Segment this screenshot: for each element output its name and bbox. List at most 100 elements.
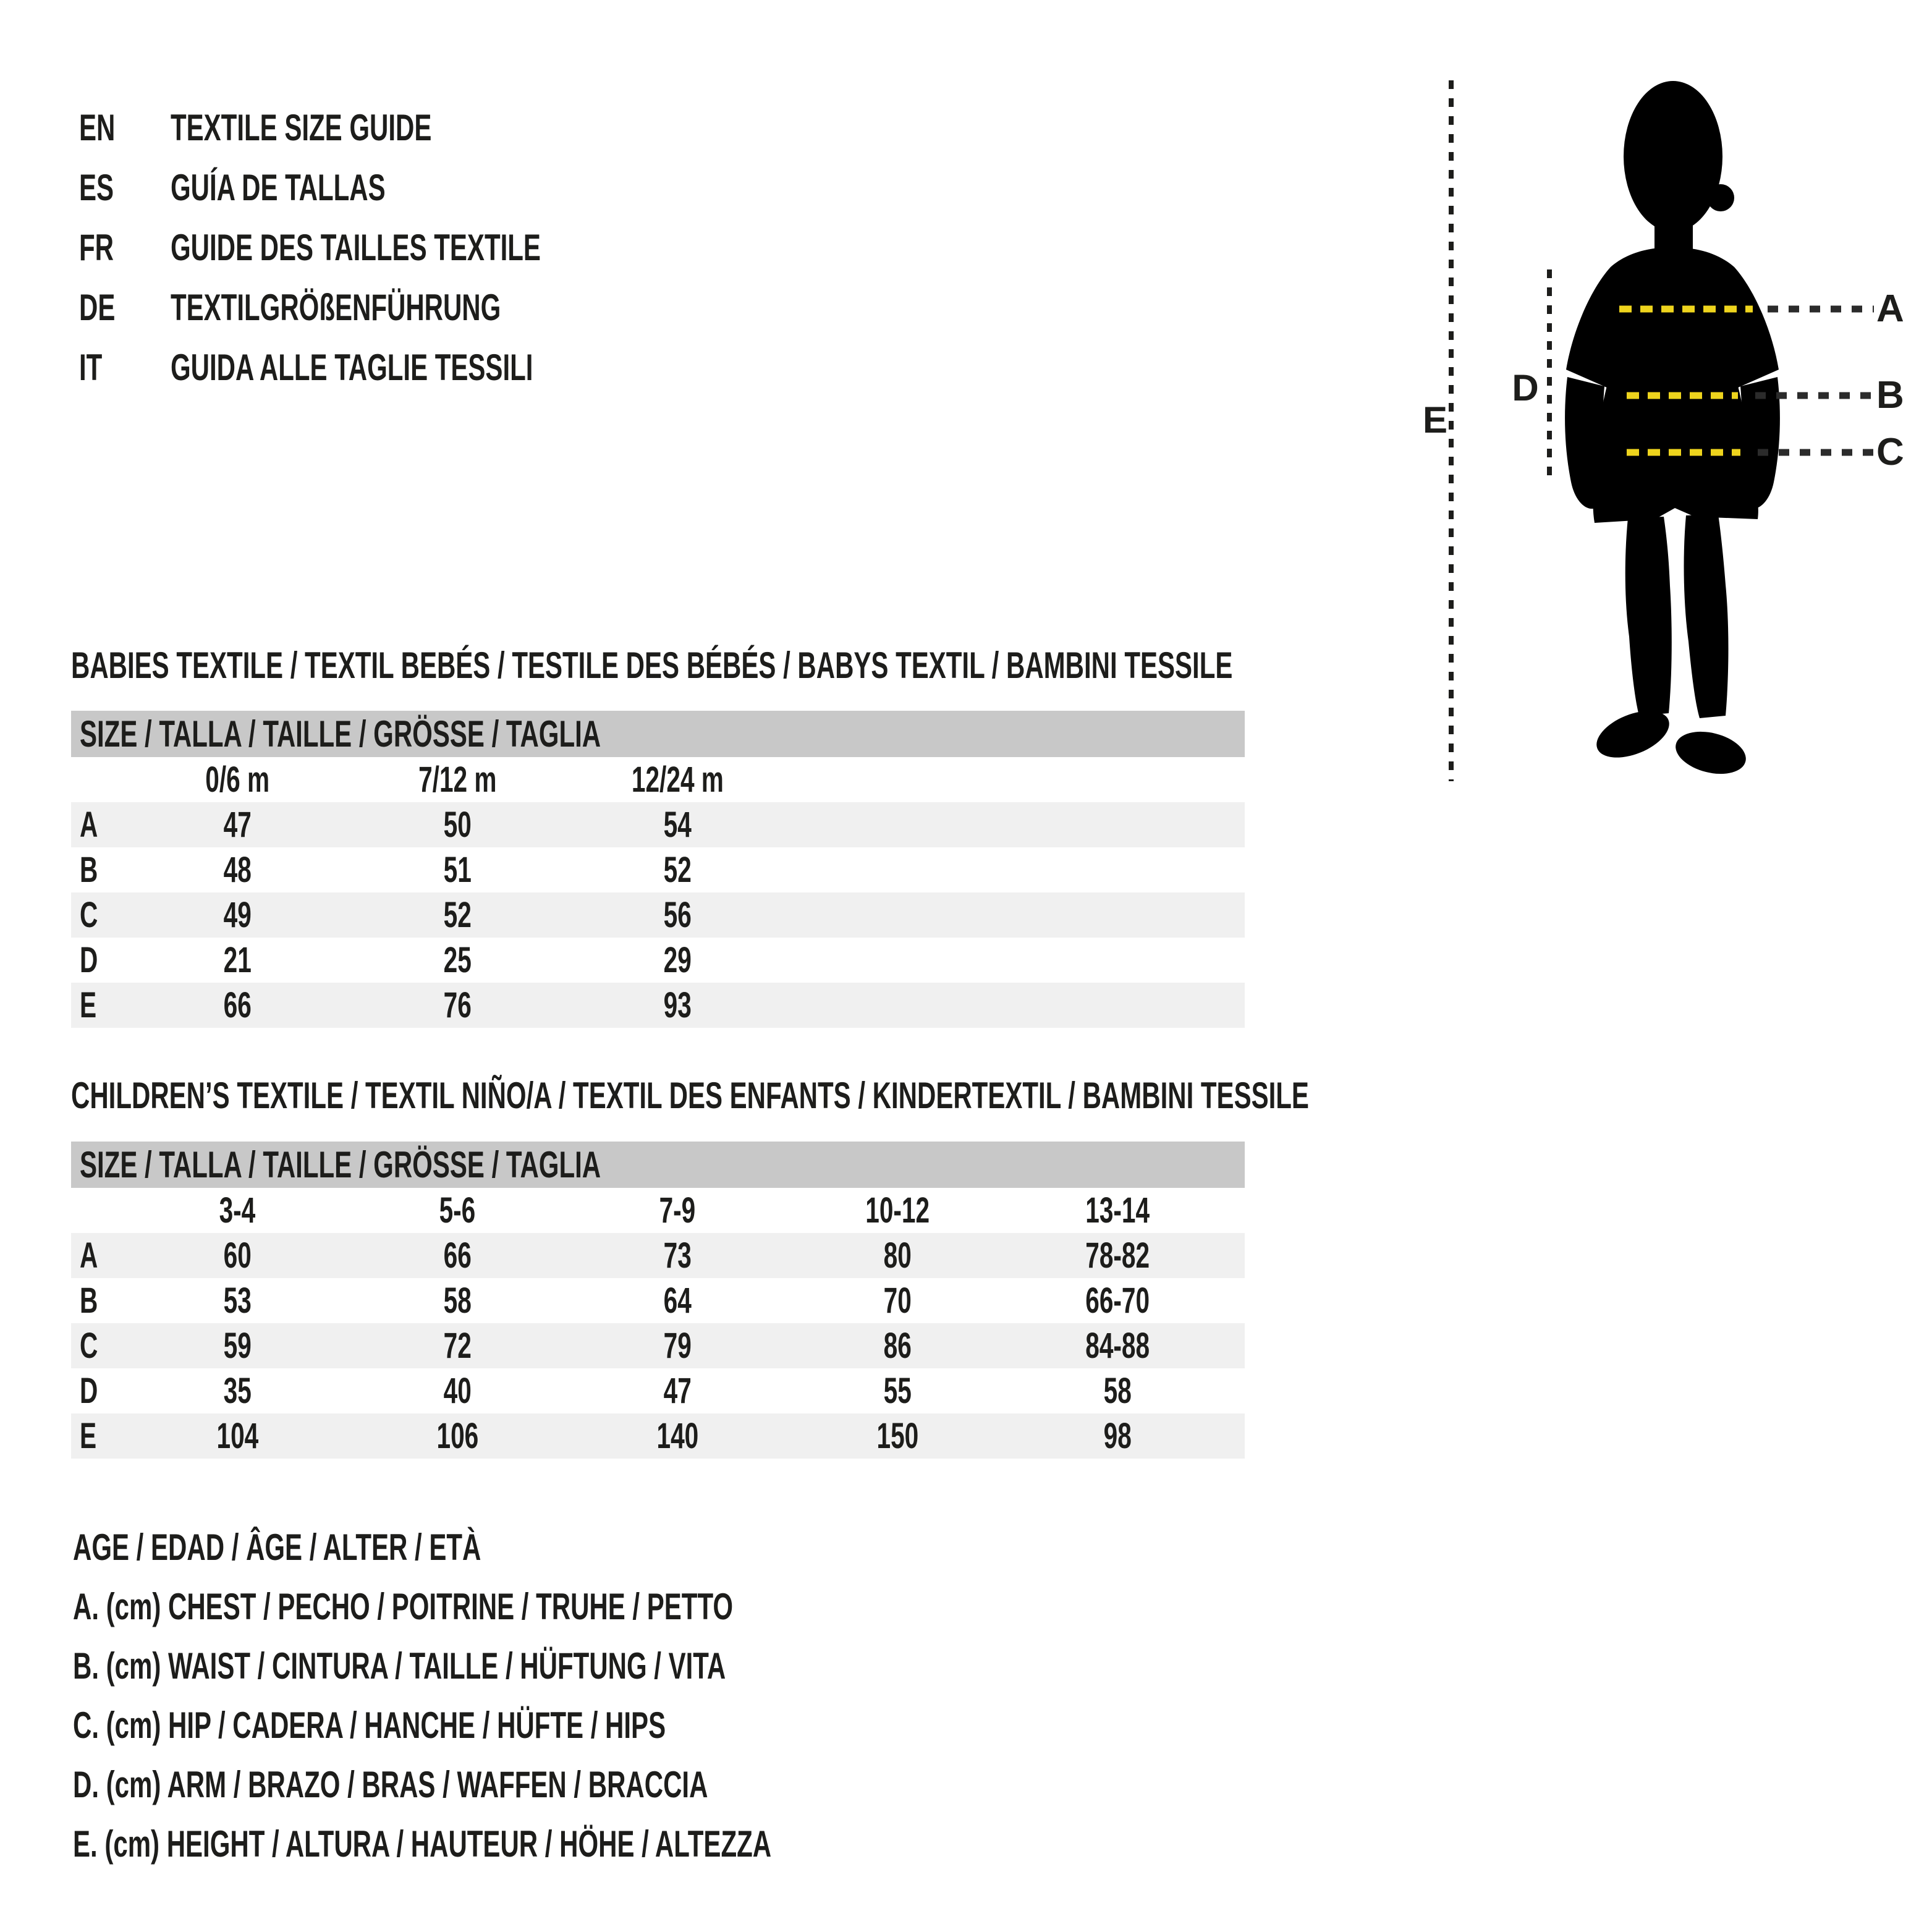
header-row-it: IT GUIDA ALLE TAGLIE TESSILI (79, 337, 700, 397)
cell: 58 (1103, 1371, 1132, 1411)
cell: 66 (443, 1235, 472, 1276)
header-row-es: ES GUÍA DE TALLAS (79, 158, 700, 218)
cell: 50 (443, 805, 472, 845)
silhouette-left-shoe (1596, 711, 1669, 758)
babies-row-a: A 47 50 54 (71, 802, 1245, 847)
silhouette-shorts (1593, 468, 1758, 523)
silhouette-ear (1707, 184, 1734, 211)
cell: 106 (436, 1416, 478, 1456)
babies-row-d: D 21 25 29 (71, 938, 1245, 983)
children-col-13-14: 13-14 (1085, 1190, 1150, 1231)
cell: 59 (223, 1326, 252, 1366)
cell: 73 (663, 1235, 692, 1276)
children-col-5-6: 5-6 (439, 1190, 476, 1231)
row-label: A (80, 1235, 98, 1276)
measure-label-b: B (1876, 374, 1904, 417)
children-row-c: C 59 72 79 86 84-88 (71, 1323, 1245, 1368)
cell: 93 (663, 985, 692, 1025)
cell: 53 (223, 1281, 252, 1321)
header-row-en: EN TEXTILE SIZE GUIDE (79, 98, 700, 158)
cell: 98 (1103, 1416, 1132, 1456)
legend-arm: D. (cm) ARM / BRAZO / BRAS / WAFFEN / BR… (73, 1763, 708, 1805)
cell: 70 (883, 1281, 912, 1321)
language-code-fr: FR (79, 227, 114, 268)
babies-col-0-6m: 0/6 m (205, 760, 269, 800)
cell: 58 (443, 1281, 472, 1321)
language-code-it: IT (79, 347, 103, 388)
cell: 140 (656, 1416, 698, 1456)
cell: 55 (883, 1371, 912, 1411)
cell: 47 (663, 1371, 692, 1411)
guide-title-fr: GUIDE DES TAILLES TEXTILE (171, 227, 541, 268)
row-label: A (80, 805, 98, 845)
cell: 66-70 (1085, 1281, 1150, 1321)
silhouette-right-arm (1740, 377, 1780, 509)
cell: 51 (443, 850, 472, 890)
cell: 25 (443, 940, 472, 980)
babies-row-b: B 48 51 52 (71, 847, 1245, 892)
measurement-legend: AGE / EDAD / ÂGE / ALTER / ETÀ A. (cm) C… (73, 1517, 1070, 1873)
cell: 66 (223, 985, 252, 1025)
children-row-e: E 104 106 140 150 98 (71, 1413, 1245, 1459)
header-row-de: DE TEXTILGRÖßENFÜHRUNG (79, 278, 700, 337)
children-column-header-row: 3-4 5-6 7-9 10-12 13-14 (71, 1188, 1245, 1233)
cell: 48 (223, 850, 252, 890)
legend-hip: C. (cm) HIP / CADERA / HANCHE / HÜFTE / … (73, 1704, 666, 1746)
babies-column-header-row: 0/6 m 7/12 m 12/24 m (71, 757, 1245, 802)
cell: 72 (443, 1326, 472, 1366)
language-code-en: EN (79, 107, 116, 148)
children-col-10-12: 10-12 (865, 1190, 930, 1231)
cell: 86 (883, 1326, 912, 1366)
cell: 54 (663, 805, 692, 845)
silhouette-left-leg (1625, 517, 1672, 716)
row-label: D (80, 1371, 98, 1411)
guide-title-it: GUIDA ALLE TAGLIE TESSILI (171, 347, 533, 388)
silhouette-right-leg (1684, 514, 1729, 718)
babies-col-7-12m: 7/12 m (418, 760, 497, 800)
guide-title-de: TEXTILGRÖßENFÜHRUNG (171, 287, 501, 328)
children-row-a: A 60 66 73 80 78-82 (71, 1233, 1245, 1278)
legend-chest: A. (cm) CHEST / PECHO / POITRINE / TRUHE… (73, 1585, 734, 1627)
silhouette-left-arm (1565, 377, 1604, 509)
row-label: B (80, 1281, 98, 1321)
measurement-figure: A B C D E (1423, 80, 1904, 781)
row-label: E (80, 985, 97, 1025)
children-row-d: D 35 40 47 55 58 (71, 1368, 1245, 1413)
cell: 76 (443, 985, 472, 1025)
guide-title-en: TEXTILE SIZE GUIDE (171, 107, 432, 148)
babies-col-12-24m: 12/24 m (631, 760, 724, 800)
silhouette-right-shoe (1676, 731, 1746, 774)
children-row-b: B 53 58 64 70 66-70 (71, 1278, 1245, 1323)
cell: 29 (663, 940, 692, 980)
cell: 80 (883, 1235, 912, 1276)
children-section-title: CHILDREN’S TEXTILE / TEXTIL NIÑO/A / TEX… (71, 1077, 1839, 1114)
children-col-3-4: 3-4 (219, 1190, 256, 1231)
children-size-table: SIZE / TALLA / TAILLE / GRÖSSE / TAGLIA … (71, 1142, 1245, 1459)
measure-label-e: E (1423, 399, 1447, 441)
children-size-header-bar: SIZE / TALLA / TAILLE / GRÖSSE / TAGLIA (71, 1142, 1245, 1188)
legend-age: AGE / EDAD / ÂGE / ALTER / ETÀ (73, 1526, 481, 1568)
children-size-header-text: SIZE / TALLA / TAILLE / GRÖSSE / TAGLIA (80, 1144, 601, 1185)
legend-waist: B. (cm) WAIST / CINTURA / TAILLE / HÜFTU… (73, 1645, 726, 1687)
language-title-block: EN TEXTILE SIZE GUIDE ES GUÍA DE TALLAS … (79, 98, 700, 397)
cell: 60 (223, 1235, 252, 1276)
cell: 49 (223, 895, 252, 935)
silhouette-shirt (1566, 247, 1779, 479)
cell: 47 (223, 805, 252, 845)
cell: 79 (663, 1326, 692, 1366)
cell: 56 (663, 895, 692, 935)
legend-height: E. (cm) HEIGHT / ALTURA / HAUTEUR / HÖHE… (73, 1823, 772, 1865)
cell: 78-82 (1085, 1235, 1150, 1276)
babies-section-title: BABIES TEXTILE / TEXTIL BEBÉS / TESTILE … (71, 647, 1731, 684)
language-code-es: ES (79, 167, 114, 208)
babies-row-e: E 66 76 93 (71, 983, 1245, 1028)
silhouette-head (1624, 81, 1722, 232)
row-label: C (80, 1326, 98, 1366)
cell: 84-88 (1085, 1326, 1150, 1366)
babies-size-header-bar: SIZE / TALLA / TAILLE / GRÖSSE / TAGLIA (71, 711, 1245, 757)
cell: 21 (223, 940, 252, 980)
child-silhouette (1565, 81, 1780, 774)
cell: 64 (663, 1281, 692, 1321)
cell: 52 (443, 895, 472, 935)
language-code-de: DE (79, 287, 116, 328)
